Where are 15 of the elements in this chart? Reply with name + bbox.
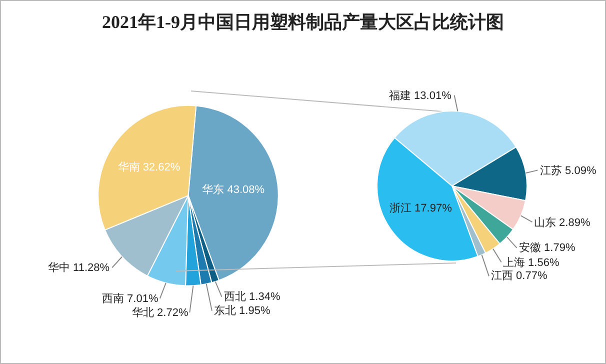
- slice-label: 西北 1.34%: [224, 290, 280, 303]
- slice-label: 安徽 1.79%: [519, 241, 576, 254]
- slice-label: 西南 7.01%: [102, 292, 158, 305]
- slice-label: 上海 1.56%: [503, 256, 560, 269]
- slice-label: 江苏 5.09%: [540, 164, 596, 177]
- slice-label: 华南 32.62%: [118, 160, 180, 174]
- chart-title: 2021年1-9月中国日用塑料制品产量大区占比统计图: [102, 12, 504, 32]
- slice-label: 福建 13.01%: [389, 89, 452, 102]
- slice-label: 山东 2.89%: [534, 216, 590, 229]
- slice-label: 华北 2.72%: [132, 306, 188, 319]
- slice-label: 东北 1.95%: [214, 304, 270, 317]
- slice-label: 江西 0.77%: [491, 270, 548, 282]
- slice-label: 华中 11.28%: [48, 261, 110, 274]
- slice-label: 华东 43.08%: [202, 183, 265, 196]
- slice-label: 浙江 17.97%: [389, 201, 452, 214]
